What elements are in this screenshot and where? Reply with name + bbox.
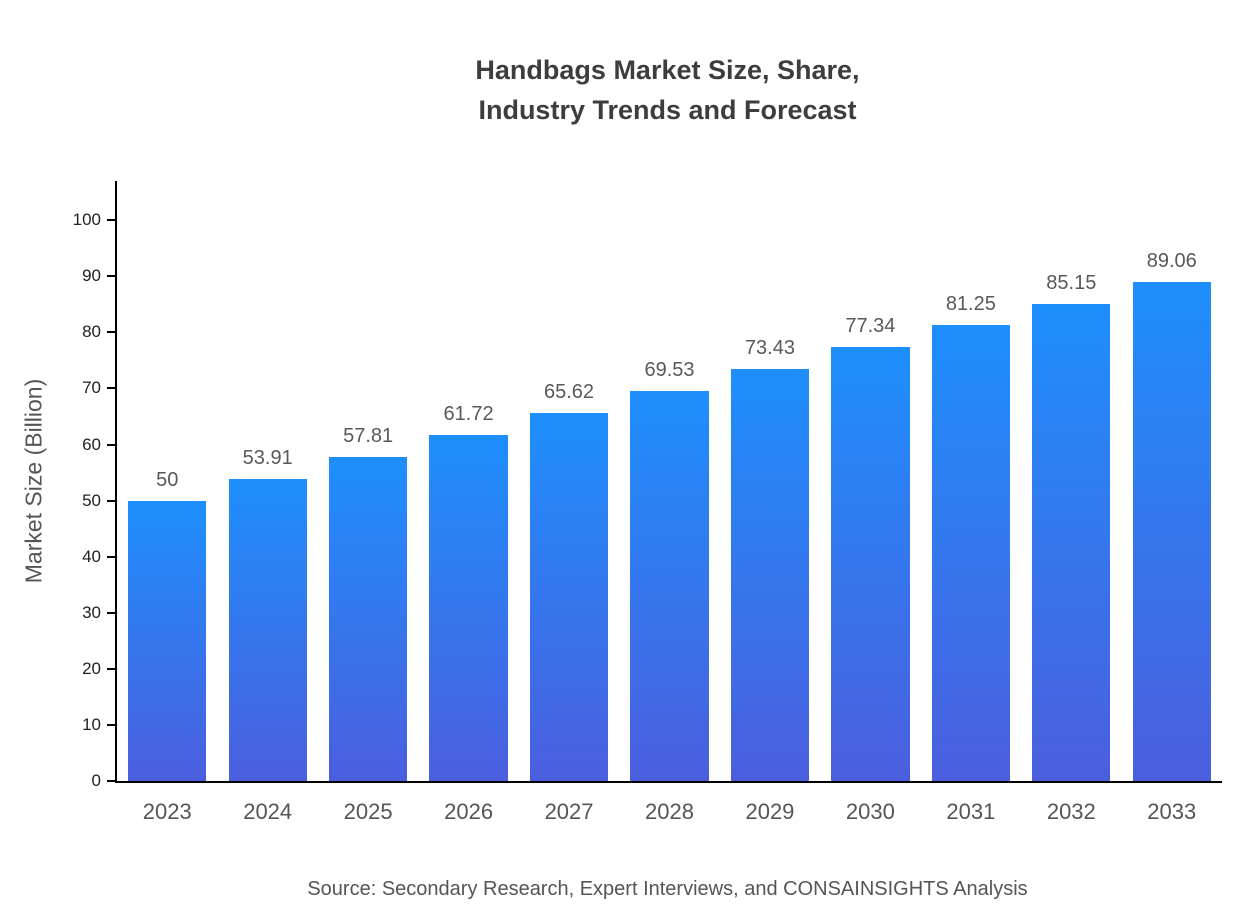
- x-tick-label: 2027: [544, 799, 594, 824]
- y-tick-label: 90: [82, 266, 101, 286]
- bar-cell: 61.72 2026: [418, 181, 518, 824]
- bar: [630, 391, 709, 781]
- bar-cell: 81.25 2031: [921, 181, 1021, 824]
- bar: [128, 500, 207, 781]
- y-tick-label: 0: [91, 771, 101, 790]
- chart-title-line-2: Industry Trends and Forecast: [478, 95, 857, 125]
- y-tick-mark: [107, 387, 116, 390]
- bar-value-label: 89.06: [1146, 249, 1197, 272]
- bar-cell: 69.53 2028: [619, 181, 719, 824]
- y-tick-label: 20: [82, 658, 101, 678]
- x-tick-label: 2023: [142, 799, 192, 824]
- bar-cell: 65.62 2027: [519, 181, 619, 824]
- bar: [429, 434, 508, 781]
- x-tick-label: 2025: [343, 799, 393, 824]
- y-tick-mark: [107, 611, 116, 614]
- bar-cell: 50 2023: [117, 181, 217, 824]
- bar: [730, 369, 810, 781]
- y-tick-mark: [107, 667, 116, 670]
- y-tick-label: 30: [82, 602, 101, 622]
- bar-value-label: 65.62: [544, 381, 595, 404]
- y-tick-mark: [107, 331, 116, 334]
- bar-cell: 89.06 2033: [1122, 181, 1222, 824]
- bar-value-label: 69.53: [644, 359, 695, 382]
- x-tick-label: 2030: [845, 799, 895, 824]
- x-tick-label: 2024: [243, 799, 293, 824]
- y-tick-label: 50: [82, 490, 101, 510]
- y-tick-mark: [107, 275, 116, 278]
- source-note: Source: Secondary Research, Expert Inter…: [307, 878, 1028, 900]
- x-tick-label: 2029: [745, 799, 795, 824]
- y-tick-mark: [107, 443, 116, 446]
- bar: [228, 478, 307, 781]
- bar: [529, 413, 609, 781]
- x-tick-label: 2033: [1147, 799, 1197, 824]
- plot-area: 0 10 20 30 40 50 60 70 80 90 100 50 2023 53.91 2024 57…: [73, 181, 1222, 824]
- bar-cell: 53.91 2024: [217, 181, 317, 824]
- bar-value-label: 85.15: [1046, 271, 1097, 294]
- x-tick-label: 2031: [946, 799, 996, 824]
- bar-cell: 77.34 2030: [820, 181, 920, 824]
- y-tick-label: 70: [82, 378, 101, 398]
- y-tick-label: 40: [82, 546, 101, 566]
- y-tick-label: 100: [72, 210, 101, 230]
- bar-value-label: 57.81: [343, 424, 394, 447]
- bar: [931, 325, 1011, 781]
- y-tick-mark: [107, 780, 116, 782]
- y-tick-label: 80: [82, 322, 101, 342]
- y-tick-mark: [107, 555, 116, 558]
- x-tick-label: 2028: [645, 799, 694, 824]
- bar-value-label: 81.25: [945, 293, 996, 316]
- bar: [1032, 303, 1111, 781]
- x-tick-label: 2032: [1046, 799, 1096, 824]
- y-tick-label: 60: [82, 434, 101, 454]
- bars-row: 50 2023 53.91 2024 57.81 2025 61.72 2026 65.62 20…: [117, 181, 1222, 824]
- bar-cell: 57.81 2025: [318, 181, 418, 824]
- bar-cell: 73.43 2029: [720, 181, 820, 824]
- bar: [1132, 281, 1211, 781]
- y-axis-label: Market Size (Billion): [20, 378, 47, 584]
- bar: [831, 347, 910, 781]
- bar: [328, 456, 408, 781]
- x-tick-label: 2026: [444, 799, 494, 824]
- bar-cell: 85.15 2032: [1021, 181, 1121, 824]
- y-tick-label: 10: [82, 714, 101, 734]
- bar-value-label: 61.72: [443, 402, 494, 425]
- y-tick-mark: [107, 723, 116, 726]
- chart-title: Handbags Market Size, Share, Industry Tr…: [115, 50, 1220, 130]
- y-tick-mark: [107, 219, 116, 222]
- bar-value-label: 77.34: [845, 315, 896, 338]
- bar-value-label: 73.43: [744, 337, 795, 360]
- chart-title-line-1: Handbags Market Size, Share,: [475, 55, 860, 85]
- y-tick-mark: [107, 499, 116, 502]
- bar-value-label: 53.91: [242, 446, 293, 469]
- bar-value-label: 50: [156, 468, 179, 491]
